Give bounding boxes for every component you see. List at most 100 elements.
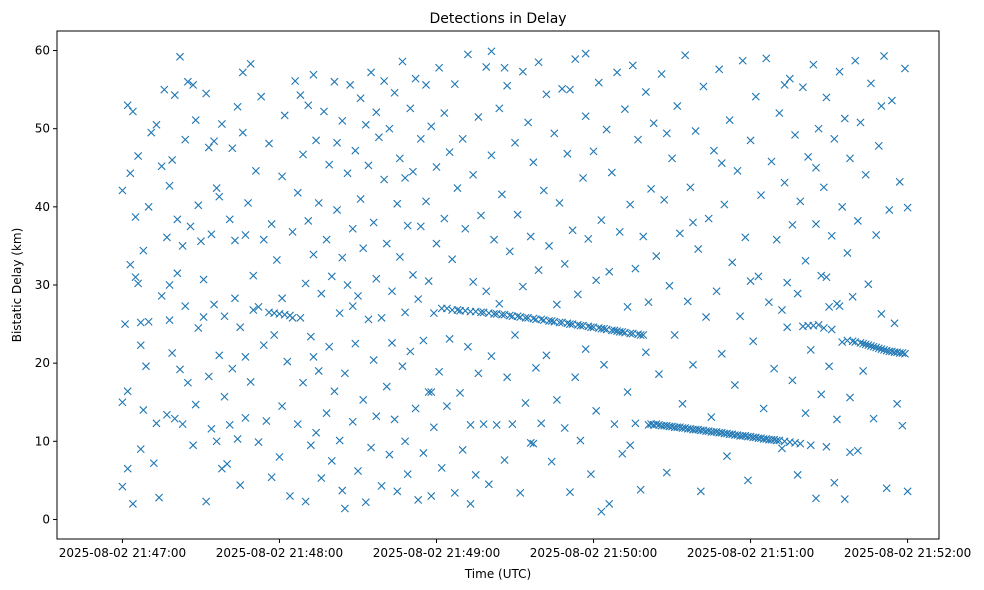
data-point [636, 485, 645, 494]
data-point [500, 456, 509, 465]
data-point [728, 258, 737, 267]
data-point [123, 101, 132, 110]
data-point [162, 410, 171, 419]
data-point [152, 419, 161, 428]
data-point [442, 402, 451, 411]
data-point [249, 306, 258, 314]
data-point [367, 443, 376, 452]
data-point [136, 445, 145, 454]
data-point [898, 421, 907, 430]
data-point [610, 326, 619, 335]
data-point [819, 183, 828, 192]
data-point [199, 313, 208, 322]
data-point [189, 80, 198, 89]
x-tick-label: 2025-08-02 21:47:00 [59, 546, 186, 560]
data-point [230, 294, 239, 303]
data-point [204, 372, 213, 381]
data-point [325, 342, 334, 351]
data-point [717, 159, 726, 168]
data-point [416, 134, 425, 143]
y-tick-label: 30 [35, 278, 50, 292]
data-point [466, 420, 475, 429]
data-point [403, 470, 412, 479]
data-point [479, 420, 488, 429]
data-point [212, 184, 221, 193]
data-point [136, 318, 145, 327]
data-point [199, 275, 208, 284]
data-point [238, 128, 247, 137]
data-point [306, 332, 315, 341]
data-point [427, 492, 436, 501]
data-point [309, 352, 318, 361]
data-point [424, 277, 433, 286]
data-point [348, 224, 357, 233]
data-point [526, 438, 535, 447]
data-point [450, 488, 459, 497]
data-point [204, 143, 213, 152]
data-point [542, 90, 551, 99]
data-point [377, 481, 386, 490]
data-point [835, 67, 844, 76]
data-point [270, 331, 279, 340]
data-point [254, 302, 263, 311]
data-point [772, 436, 781, 445]
data-point [450, 80, 459, 89]
data-point [571, 373, 580, 382]
x-tick-label: 2025-08-02 21:51:00 [687, 546, 814, 560]
data-point [819, 323, 828, 332]
data-point [490, 309, 499, 318]
data-point [565, 320, 574, 329]
data-point [681, 51, 690, 60]
y-axis: 0 10 20 30 40 50 60 [35, 44, 57, 526]
data-point [662, 129, 671, 138]
data-point [267, 220, 276, 229]
data-point [751, 92, 760, 101]
data-point [605, 267, 614, 276]
data-point [903, 203, 912, 212]
data-point [432, 162, 441, 171]
data-point [589, 147, 598, 156]
data-point [445, 148, 454, 157]
data-point [542, 351, 551, 360]
data-point [529, 314, 538, 323]
data-point [699, 82, 708, 91]
data-point [463, 50, 472, 59]
data-point [461, 224, 470, 233]
data-point [772, 235, 781, 244]
data-point [246, 59, 255, 68]
data-point [335, 309, 344, 318]
data-point [872, 230, 881, 239]
data-point [236, 323, 245, 332]
data-point [628, 61, 637, 70]
y-tick-label: 20 [35, 356, 50, 370]
data-point [592, 406, 601, 415]
data-point [505, 247, 514, 256]
x-tick-label: 2025-08-02 21:50:00 [530, 546, 657, 560]
data-point [662, 468, 671, 477]
data-point [170, 91, 179, 100]
data-point [859, 366, 868, 375]
data-point [288, 227, 297, 236]
data-point [259, 235, 268, 244]
data-point [189, 441, 198, 450]
data-point [537, 315, 546, 324]
data-point [531, 363, 540, 372]
data-point [503, 373, 512, 382]
data-point [244, 198, 253, 207]
data-point [600, 324, 608, 333]
data-point [770, 364, 779, 373]
data-point [539, 186, 548, 195]
data-point [123, 387, 132, 396]
data-point [877, 102, 886, 111]
data-point [529, 158, 538, 167]
data-point [155, 493, 164, 502]
data-point [647, 184, 656, 193]
data-point [348, 302, 357, 311]
data-point [822, 93, 831, 102]
data-point [299, 150, 308, 159]
data-point [686, 183, 695, 192]
data-point [348, 417, 357, 426]
data-point [691, 127, 700, 136]
data-point [233, 102, 242, 111]
data-point [830, 478, 839, 487]
